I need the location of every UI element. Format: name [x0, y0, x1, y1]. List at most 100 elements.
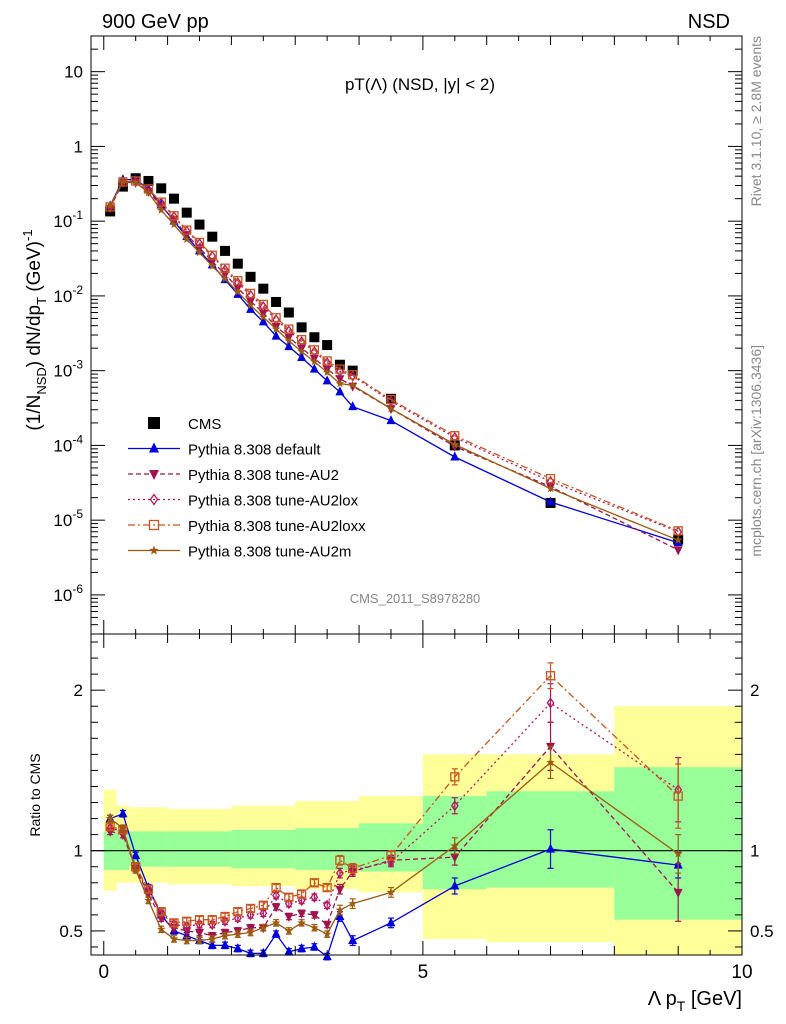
energy-label: 900 GeV pp: [102, 11, 209, 33]
data-point: [348, 899, 357, 908]
data-point: [233, 907, 243, 917]
main-series: [105, 173, 684, 545]
data-point: [207, 939, 217, 949]
data-point: [335, 379, 345, 388]
data-point: [271, 903, 281, 913]
legend-marker: [149, 442, 159, 453]
data-point: [322, 951, 332, 961]
data-point: [144, 895, 153, 905]
y-tick-label: 10-2: [53, 283, 83, 306]
data-point: [194, 219, 205, 230]
y-tick-label: 2: [74, 681, 83, 700]
data-point: [546, 484, 555, 493]
data-point: [181, 207, 192, 218]
data-point: [673, 849, 683, 858]
data-point: [297, 943, 307, 953]
legend: CMS Pythia 8.308 default Pythia 8.308 tune…: [128, 416, 366, 561]
ratio-frame: [90, 633, 743, 956]
data-point: [310, 345, 319, 358]
data-point: [450, 431, 460, 441]
data-point: [259, 923, 268, 932]
main-series: [105, 176, 683, 544]
svg-text:(1/NNSD) dN/dpT (GeV)-1: (1/NNSD) dN/dpT (GeV)-1: [20, 229, 49, 430]
data-point: [168, 193, 179, 204]
data-point: [673, 791, 683, 801]
series-line: [109, 702, 679, 927]
data-point: [284, 325, 293, 337]
data-point: [335, 885, 345, 895]
rivet-label: Rivet 3.1.10, ≥ 2.8M events: [748, 36, 764, 206]
legend-marker: [148, 519, 160, 531]
data-point: [194, 915, 205, 925]
data-point: [309, 911, 319, 921]
data-point: [258, 283, 269, 294]
data-point: [207, 250, 217, 260]
data-point: [322, 921, 332, 931]
legend-item: Pythia 8.308 default: [128, 442, 321, 459]
data-point: [232, 258, 243, 269]
series-line: [109, 178, 679, 544]
main-series: [105, 174, 683, 547]
legend-item: Pythia 8.308 tune-AU2lox: [128, 493, 359, 510]
data-point: [131, 865, 140, 874]
data-point: [296, 322, 307, 333]
y-tick-label: 10-6: [53, 582, 83, 605]
data-point: [258, 316, 268, 326]
data-point: [386, 850, 396, 861]
main-panel: 10-6 10-5 10-4 10-3 10-2 10-1 1 10: [53, 35, 743, 635]
data-point: [271, 330, 281, 340]
data-point: [182, 916, 192, 926]
data-point: [271, 918, 281, 927]
legend-label: Pythia 8.308 tune-AU2m: [188, 544, 351, 561]
data-point: [105, 814, 115, 823]
data-point: [245, 271, 256, 282]
data-point: [450, 841, 460, 850]
data-point: [169, 934, 179, 943]
data-point: [450, 853, 460, 863]
y-tick-label: 1: [74, 842, 83, 861]
legend-marker: [148, 417, 160, 429]
data-point: [322, 367, 332, 376]
svg-text:Λ pT [GeV]: Λ pT [GeV]: [648, 988, 742, 1014]
data-point: [335, 855, 345, 865]
data-point: [284, 912, 294, 922]
data-point: [450, 439, 460, 449]
data-point: [309, 332, 320, 343]
data-point: [297, 909, 307, 919]
data-point: [220, 939, 230, 949]
data-point: [143, 884, 154, 894]
data-point: [545, 473, 556, 484]
data-point: [118, 176, 128, 186]
main-series: [105, 176, 683, 536]
data-point: [246, 289, 255, 301]
data-point: [208, 250, 217, 262]
data-point: [310, 357, 319, 366]
data-point: [156, 183, 167, 194]
y-tick-label: 2: [750, 681, 759, 700]
data-point: [296, 889, 307, 899]
data-point: [297, 894, 306, 907]
y-tick-label: 1: [74, 137, 83, 156]
data-point: [118, 823, 128, 832]
data-point: [220, 263, 230, 273]
data-point: [450, 880, 460, 890]
data-point: [335, 910, 345, 920]
data-point: [246, 909, 255, 921]
data-point: [297, 918, 306, 927]
legend-label: Pythia 8.308 tune-AU2lox: [188, 493, 359, 510]
data-point: [309, 363, 319, 373]
data-point: [258, 299, 268, 310]
stat-band: [129, 831, 168, 867]
data-point: [245, 903, 256, 914]
data-point: [105, 201, 115, 210]
data-point: [348, 401, 358, 411]
data-point: [450, 451, 460, 461]
data-point: [450, 800, 459, 812]
data-point: [233, 276, 243, 286]
stat-band: [231, 829, 296, 869]
data-point: [322, 929, 332, 938]
data-point: [259, 907, 268, 919]
mcplots-label: mcplots.cern.ch [arXiv:1306.3436]: [748, 345, 764, 557]
data-point: [245, 288, 256, 299]
